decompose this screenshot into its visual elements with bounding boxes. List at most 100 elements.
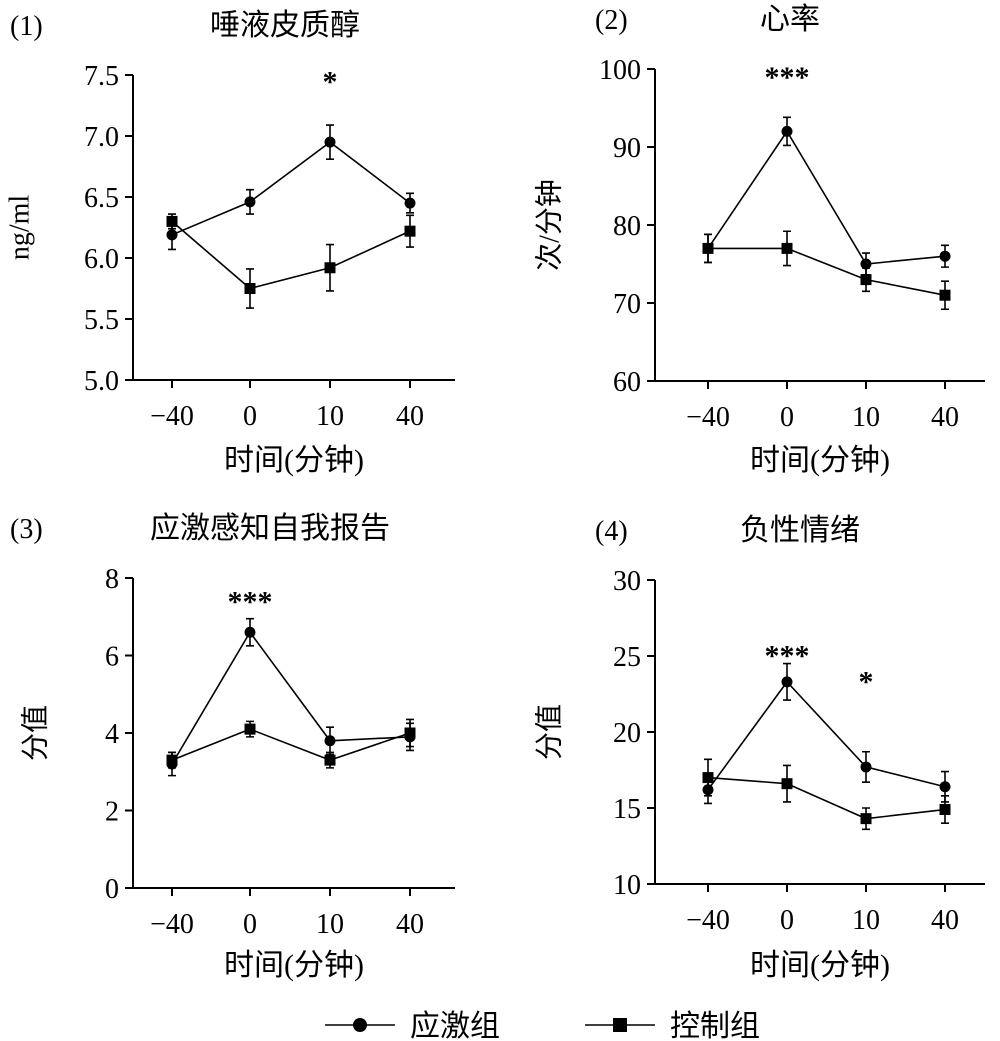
y-tick-label: 0 [105, 874, 119, 905]
data-point-circle [781, 125, 793, 137]
chart-title: 心率 [760, 3, 820, 36]
legend-label-control: 控制组 [670, 1010, 760, 1041]
x-tick-label: −40 [686, 905, 730, 936]
y-tick-label: 2 [105, 797, 119, 828]
panel-label: (4) [595, 516, 628, 547]
significance-marker: * [323, 65, 338, 98]
y-tick-label: 100 [599, 55, 641, 86]
y-axis-label: 分值 [533, 704, 565, 760]
x-tick-label: 40 [396, 401, 424, 432]
data-point-square [244, 283, 256, 294]
y-tick-label: 15 [613, 794, 641, 825]
y-tick-label: 90 [613, 133, 641, 164]
data-point-circle [939, 781, 951, 793]
data-point-square [166, 754, 178, 766]
y-tick-label: 8 [105, 564, 119, 595]
data-point-square [404, 225, 416, 237]
y-tick-label: 5.5 [84, 305, 119, 336]
x-tick-label: −40 [150, 909, 194, 940]
series-line-stress [707, 680, 946, 791]
data-point-circle [324, 735, 336, 747]
data-point-circle [939, 250, 951, 262]
data-point-circle [166, 229, 178, 241]
chart-title: 唾液皮质醇 [210, 9, 360, 42]
data-point-square [939, 804, 951, 816]
y-axis-label: 分值 [19, 705, 51, 761]
data-point-circle [860, 258, 872, 270]
data-point-square [781, 242, 793, 254]
data-point-square [244, 723, 256, 735]
x-tick-label: 40 [931, 905, 959, 936]
data-point-square [781, 778, 793, 790]
data-point-circle [404, 197, 416, 209]
y-tick-label: 70 [613, 289, 641, 320]
x-tick-label: 0 [780, 905, 794, 936]
legend-marker-square [613, 1018, 627, 1032]
chart-panel-1: (1) 唾液皮质醇 5.0 5.5 6.0 6.5 7.0 7.5 −40 0 10 40 ng/ml 时… [4, 9, 455, 477]
series-line-control [171, 220, 411, 290]
y-tick-label: 7.0 [84, 122, 119, 153]
data-point-square [166, 215, 178, 227]
data-point-square [939, 289, 951, 301]
data-point-square [324, 754, 336, 766]
data-point-square [860, 274, 872, 286]
significance-marker: *** [765, 639, 810, 672]
x-axis-label: 时间(分钟) [750, 949, 890, 982]
x-tick-label: 0 [243, 401, 257, 432]
data-point-square [702, 772, 714, 784]
x-tick-label: 40 [931, 402, 959, 433]
data-point-square [404, 727, 416, 739]
y-tick-label: 20 [613, 718, 641, 749]
legend: 应激组 控制组 [325, 1010, 760, 1041]
y-tick-label: 7.5 [84, 61, 119, 92]
chart-title: 应激感知自我报告 [150, 512, 390, 545]
series-line-control [708, 247, 946, 296]
significance-marker: *** [765, 61, 810, 94]
series-line-stress [171, 630, 411, 765]
series-line-control [707, 776, 946, 820]
y-tick-label: 6.5 [84, 183, 119, 214]
data-point-circle [324, 136, 336, 148]
panel-label: (3) [10, 514, 43, 545]
x-tick-label: −40 [686, 402, 730, 433]
data-point-circle [244, 626, 256, 638]
y-tick-label: 30 [613, 566, 641, 597]
x-axis-label: 时间(分钟) [750, 444, 890, 477]
data-point-circle [860, 761, 872, 773]
axes [654, 580, 985, 885]
x-tick-label: 40 [396, 909, 424, 940]
panel-label: (1) [10, 11, 43, 42]
series-line-stress [171, 141, 411, 236]
data-point-square [324, 262, 336, 274]
y-tick-label: 25 [613, 642, 641, 673]
significance-marker: * [859, 665, 874, 698]
chart-title: 负性情绪 [740, 514, 860, 547]
significance-marker: *** [228, 585, 273, 618]
x-tick-label: 10 [316, 909, 344, 940]
axes [654, 69, 985, 382]
data-point-square [702, 242, 714, 254]
y-tick-label: 10 [613, 870, 641, 901]
y-axis-label: ng/ml [4, 195, 35, 261]
y-tick-label: 60 [613, 367, 641, 398]
y-tick-label: 6.0 [84, 244, 119, 275]
legend-label-stress: 应激组 [410, 1010, 500, 1041]
x-tick-label: 10 [852, 905, 880, 936]
series-line-control [171, 728, 411, 761]
y-tick-label: 80 [613, 211, 641, 242]
data-point-square [860, 813, 872, 825]
y-tick-label: 5.0 [84, 366, 119, 397]
data-point-circle [781, 676, 793, 688]
x-axis-label: 时间(分钟) [224, 444, 364, 477]
x-tick-label: 10 [852, 402, 880, 433]
x-tick-label: 10 [316, 401, 344, 432]
x-tick-label: −40 [150, 401, 194, 432]
data-point-circle [244, 196, 256, 208]
series-line-stress [707, 129, 946, 265]
y-axis-label: 次/分钟 [533, 179, 565, 271]
panel-label: (2) [595, 5, 628, 36]
